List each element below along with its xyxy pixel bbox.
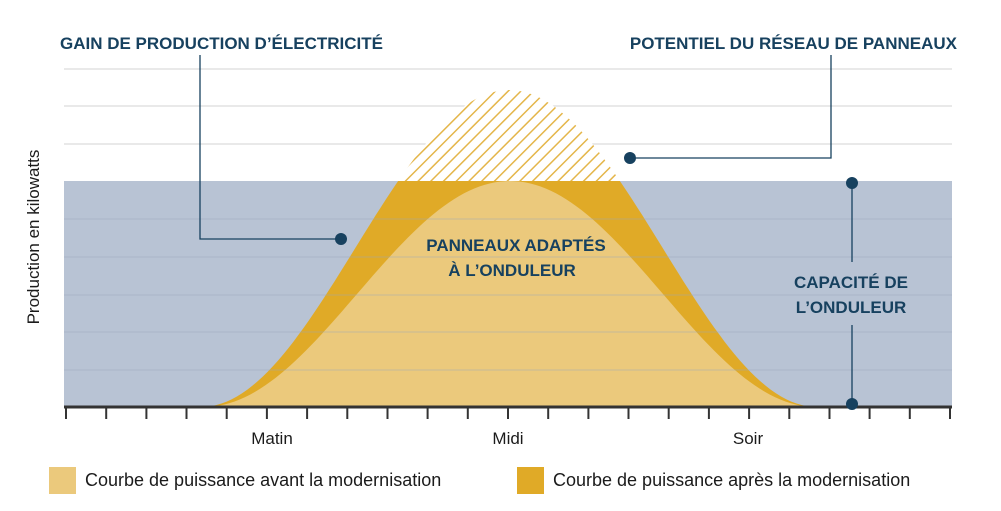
capacity-bottom-marker [846,398,858,410]
tick-label-matin: Matin [251,429,293,448]
legend-before: Courbe de puissance avant la modernisati… [49,466,441,494]
potential-leader-line [630,55,832,159]
legend-after-label: Courbe de puissance après la modernisati… [553,469,911,490]
gain-leader-line [199,55,341,240]
annotation-capacity-line1: CAPACITÉ DE [794,273,908,292]
band-grid [64,218,952,371]
annotation-panels-line1: PANNEAUX ADAPTÉS [426,236,605,255]
tick-label-midi: Midi [492,429,523,448]
annotation-capacity-line2: L’ONDULEUR [796,298,907,317]
before-modernisation-area [204,181,816,407]
capacity-top-marker [846,177,858,189]
tick-label-soir: Soir [733,429,764,448]
gain-marker [335,233,347,245]
annotation-potential: POTENTIEL DU RÉSEAU DE PANNEAUX [630,34,958,53]
annotation-gain: GAIN DE PRODUCTION D’ÉLECTRICITÉ [60,34,383,53]
legend-after-swatch [517,466,544,494]
potential-marker [624,152,636,164]
annotation-panels-line2: À L’ONDULEUR [448,261,576,280]
x-axis-ticks [65,407,951,419]
legend-after: Courbe de puissance après la modernisati… [517,466,910,494]
potential-area [398,90,620,181]
y-axis-label: Production en kilowatts [24,150,43,325]
legend-before-label: Courbe de puissance avant la modernisati… [85,469,442,490]
legend-before-swatch [49,466,76,494]
